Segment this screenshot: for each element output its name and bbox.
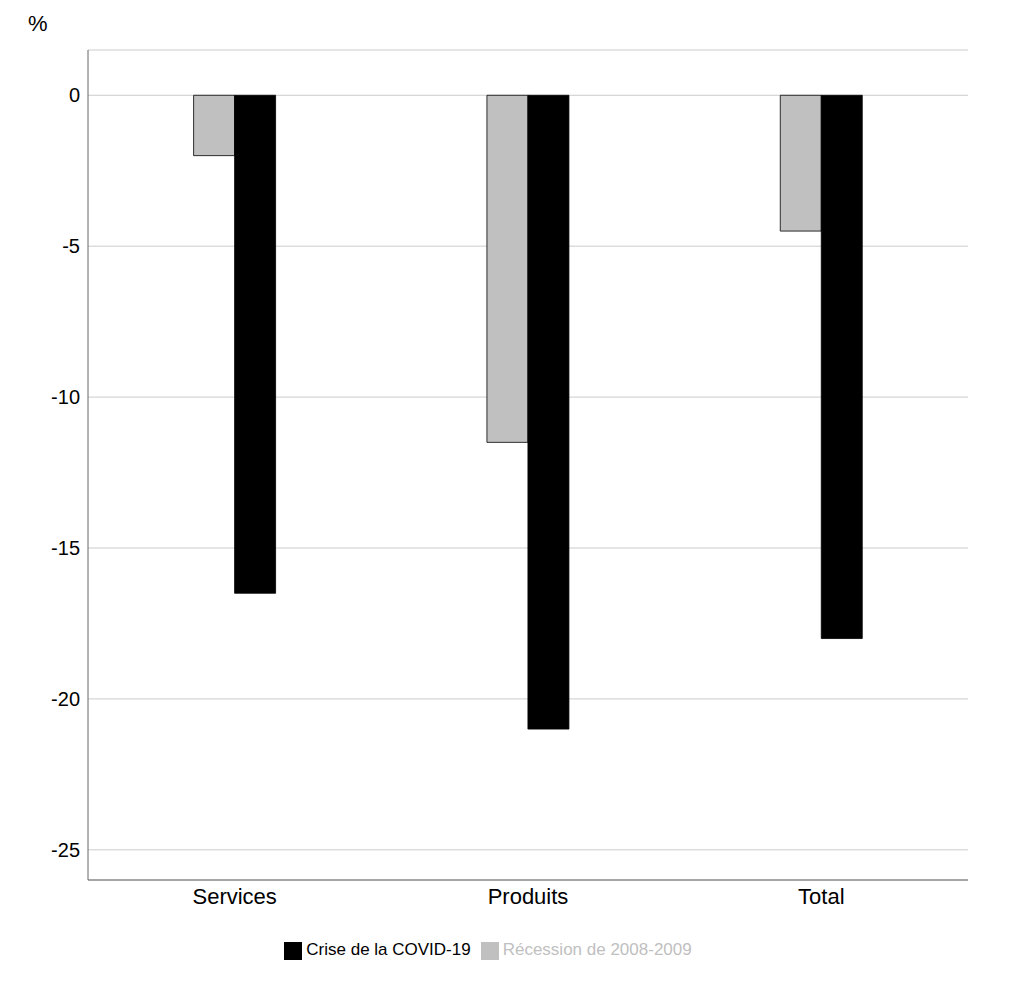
- html-text:Récession de 2008-2009: Récession de 2008-2009: [502, 940, 692, 959]
- svg-text:0: 0: [69, 84, 80, 106]
- svg-text:Services: Services: [192, 884, 276, 909]
- html-text:Crise de la COVID-19: Crise de la COVID-19: [306, 940, 471, 959]
- svg-text:Produits: Produits: [488, 884, 569, 909]
- svg-text:-25: -25: [51, 839, 80, 861]
- svg-text:-15: -15: [51, 537, 80, 559]
- svg-text:Total: Total: [798, 884, 844, 909]
- svg-text:-10: -10: [51, 386, 80, 408]
- svg-text:-5: -5: [62, 235, 80, 257]
- svg-text:-20: -20: [51, 688, 80, 710]
